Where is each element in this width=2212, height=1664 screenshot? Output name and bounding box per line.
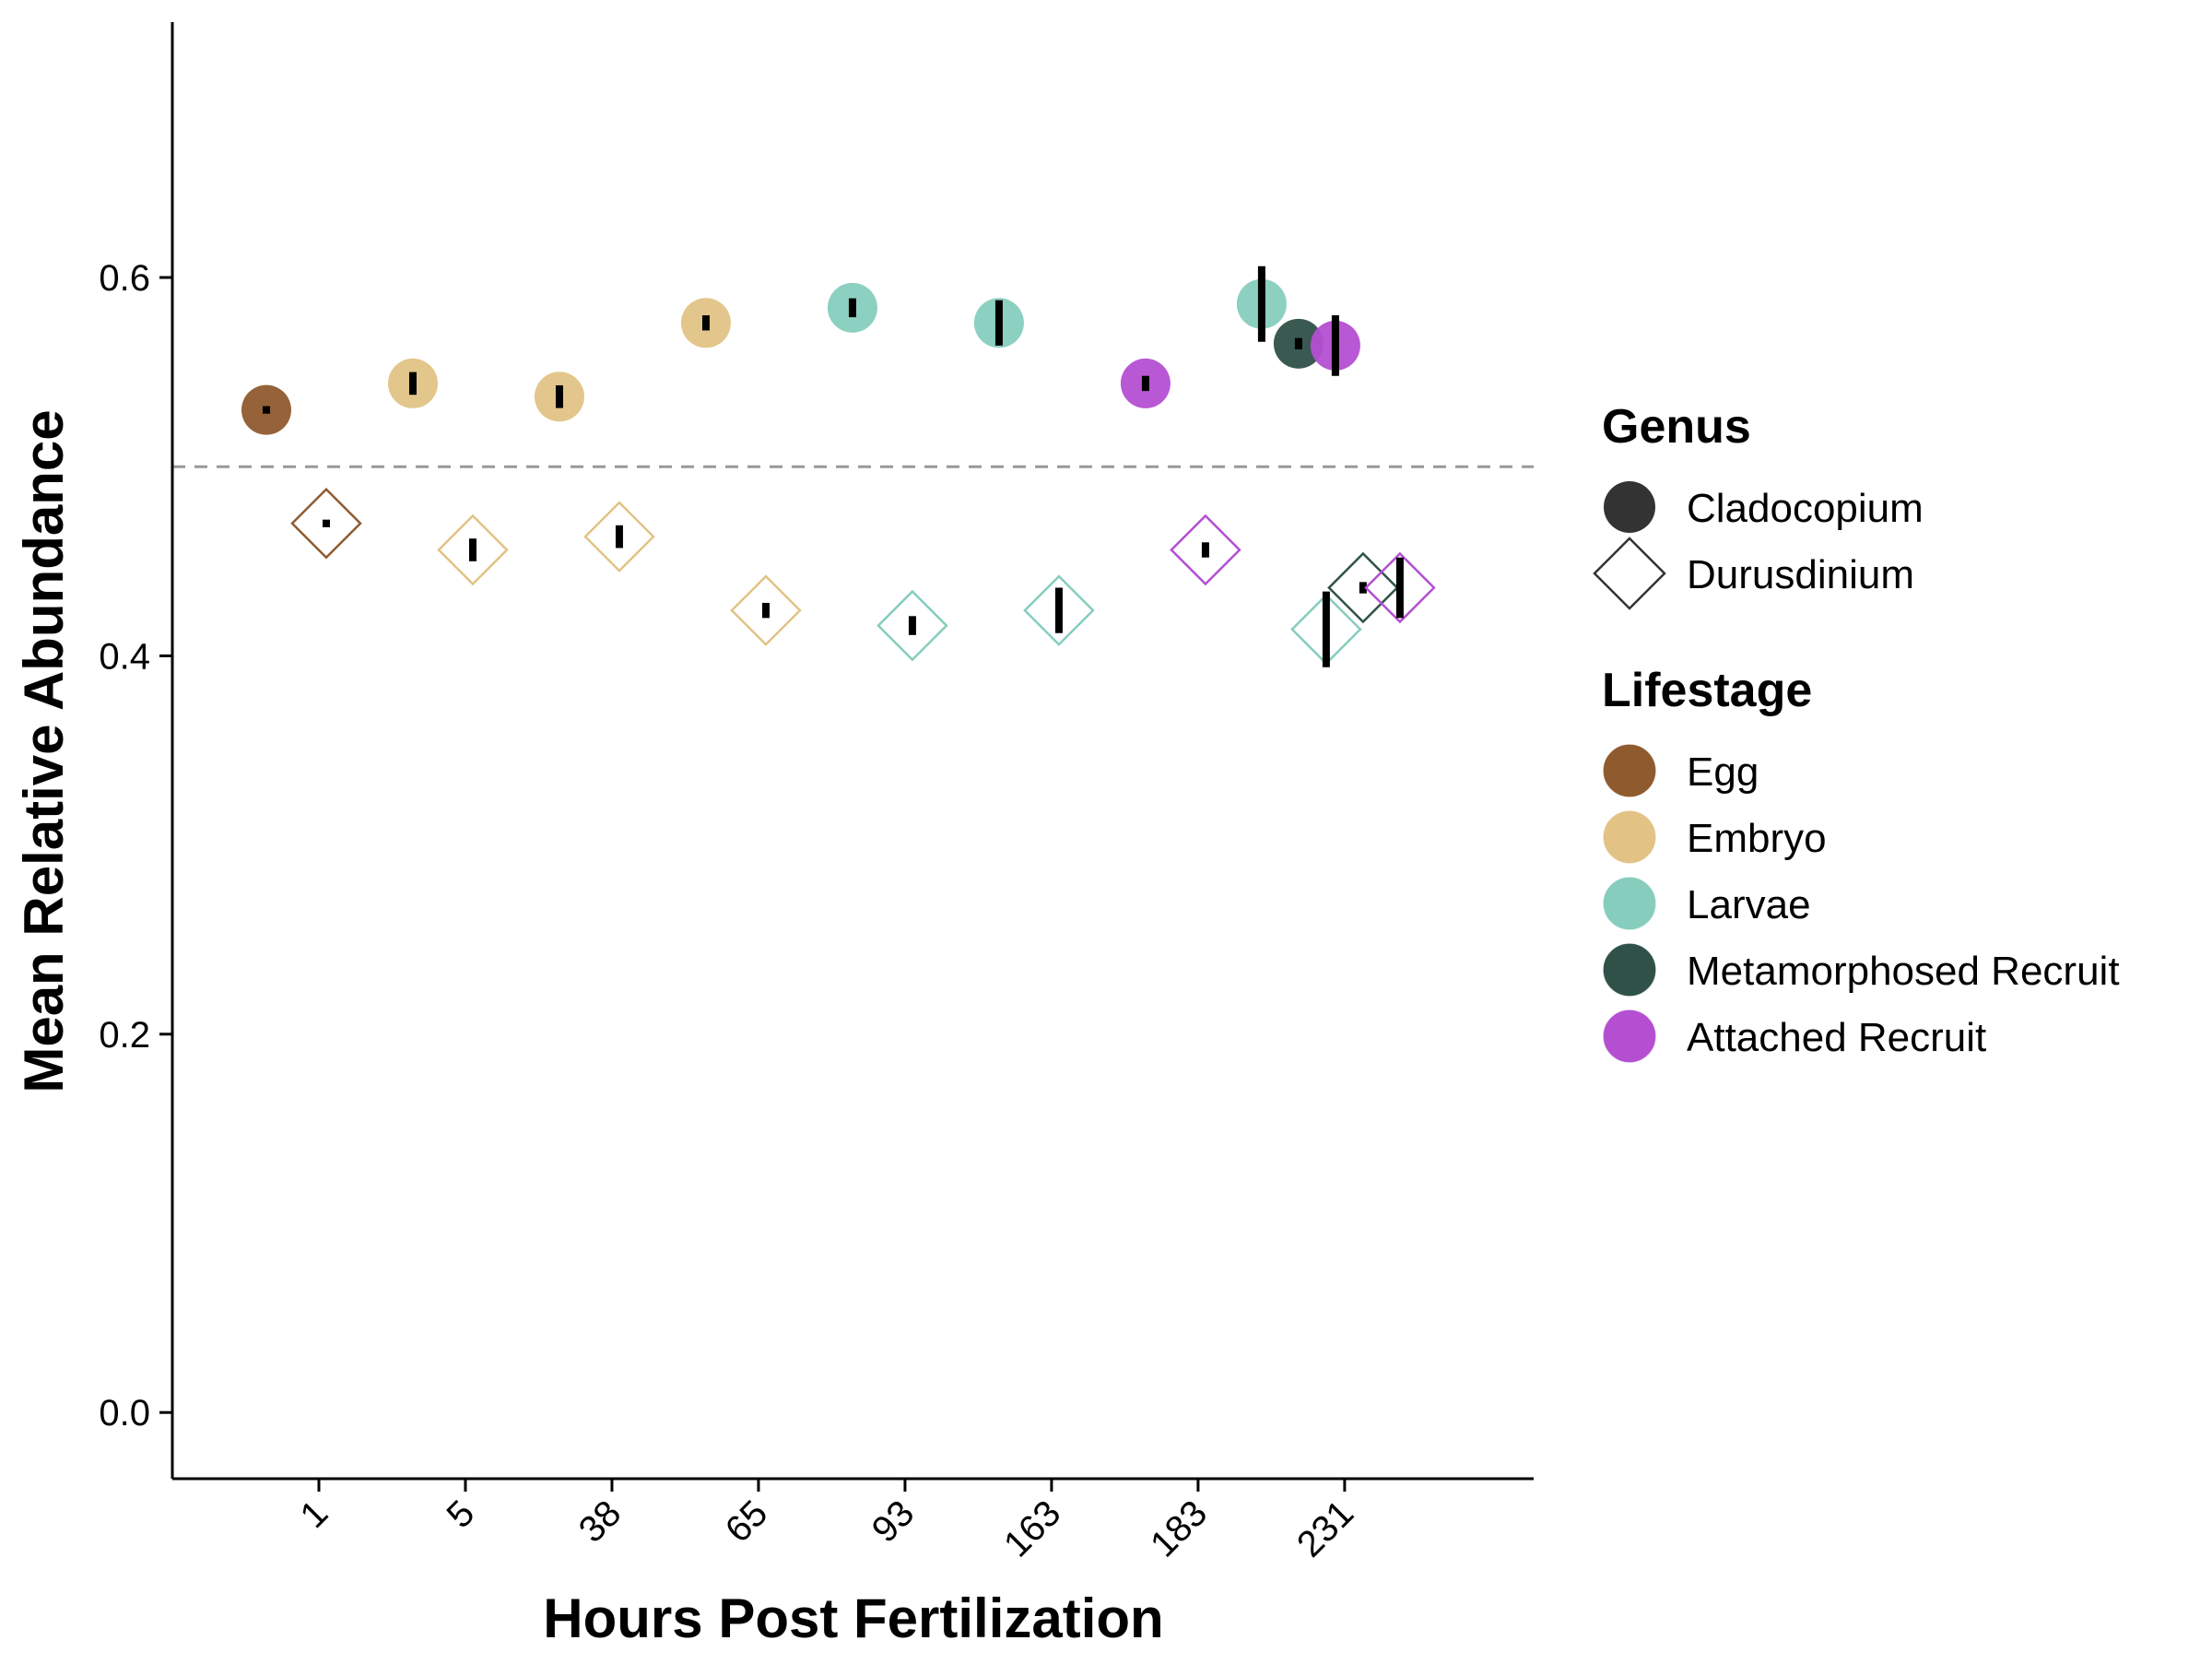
- point-diamond: [290, 487, 362, 560]
- point-diamond: [1364, 551, 1436, 624]
- x-axis-title: Hours Post Fertilization: [543, 1587, 1163, 1649]
- legend-circle-key: [1604, 481, 1655, 533]
- point-circle: [973, 298, 1024, 348]
- y-axis-title: Mean Relative Abundance: [13, 409, 75, 1092]
- y-tick-label: 0.6: [99, 258, 150, 299]
- legend-label: Egg: [1687, 749, 1759, 795]
- point-diamond: [437, 513, 509, 586]
- y-tick-label: 0.0: [99, 1393, 150, 1434]
- point-diamond: [583, 501, 655, 572]
- point-circle: [1273, 318, 1324, 369]
- point-circle: [680, 298, 731, 348]
- y-ticks: 0.0 0.2 0.4 0.6: [99, 258, 172, 1434]
- point-circle: [387, 358, 438, 408]
- point-diamond: [1327, 551, 1399, 624]
- point-diamond: [730, 574, 802, 646]
- legend-diamond-key: [1593, 537, 1666, 610]
- x-ticks: 1 5 38 65 93 163 183 231: [293, 1479, 1361, 1565]
- legend: Genus Cladocopium Durusdinium Lifestage Egg E…: [1593, 400, 2120, 1063]
- point-diamond: [877, 589, 948, 662]
- legend-item: Larvae: [1603, 877, 1811, 930]
- point-circle: [1236, 266, 1287, 342]
- point-circle: [241, 384, 291, 435]
- legend-item: Metamorphosed Recruit: [1603, 943, 2120, 997]
- axes: 0.0 0.2 0.4 0.6 1 5 38 65 93 163 183 231: [99, 22, 1534, 1565]
- point-circle: [1120, 358, 1171, 408]
- y-tick-label: 0.4: [99, 636, 150, 677]
- legend-item: Egg: [1603, 744, 1759, 797]
- legend-color-key: [1603, 1009, 1656, 1063]
- x-tick-label: 183: [1143, 1493, 1215, 1564]
- legend-label: Metamorphosed Recruit: [1687, 949, 2120, 994]
- x-tick-label: 231: [1289, 1493, 1361, 1564]
- point-diamond: [1290, 591, 1362, 667]
- x-tick-label: 163: [996, 1493, 1068, 1564]
- point-circle: [534, 372, 584, 422]
- legend-color-key: [1603, 943, 1656, 997]
- legend-label: Embryo: [1687, 816, 1827, 861]
- x-tick-label: 1: [293, 1493, 336, 1536]
- point-diamond: [1170, 513, 1241, 586]
- point-circle: [827, 282, 877, 333]
- legend-item: Embryo: [1603, 810, 1827, 864]
- legend-color-key: [1603, 877, 1656, 930]
- legend-label: Larvae: [1687, 882, 1811, 927]
- legend-label: Attached Recruit: [1687, 1015, 1986, 1060]
- point-diamond: [1023, 574, 1095, 646]
- plot-area: [172, 266, 1534, 667]
- legend-item: Durusdinium: [1593, 537, 1914, 610]
- x-tick-label: 93: [865, 1493, 923, 1551]
- legend-item: Cladocopium: [1604, 481, 1924, 533]
- point-circle: [1310, 315, 1360, 376]
- legend-color-key: [1603, 744, 1656, 797]
- x-tick-label: 38: [571, 1493, 629, 1551]
- y-tick-label: 0.2: [99, 1015, 150, 1056]
- legend-label: Durusdinium: [1687, 552, 1914, 597]
- legend-label: Cladocopium: [1687, 486, 1924, 531]
- x-tick-label: 65: [718, 1493, 776, 1551]
- x-tick-label: 5: [439, 1493, 482, 1536]
- legend-title: Genus: [1602, 400, 1751, 454]
- legend-color-key: [1603, 810, 1656, 864]
- legend-item: Attached Recruit: [1603, 1009, 1986, 1063]
- legend-title: Lifestage: [1602, 664, 1812, 717]
